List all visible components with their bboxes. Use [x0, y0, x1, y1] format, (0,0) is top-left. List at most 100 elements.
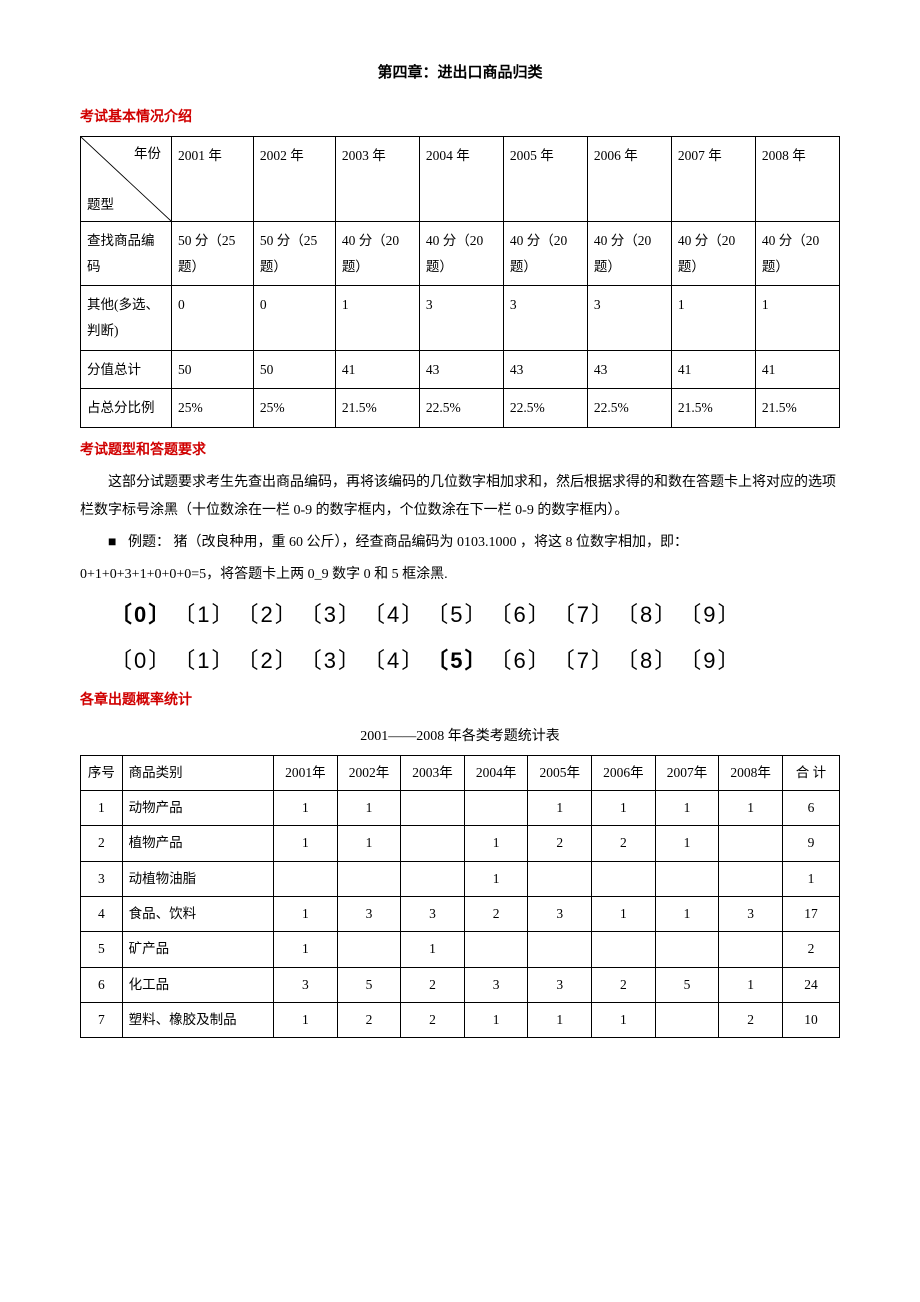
cell: 2 [528, 826, 592, 861]
example-text: 例题： 猪（改良种用，重 60 公斤），经查商品编码为 0103.1000 ，将… [128, 535, 688, 550]
cell: 1 [274, 1002, 338, 1037]
cell: 17 [782, 896, 839, 931]
year-header: 2001 年 [172, 137, 254, 222]
column-header: 2003年 [401, 755, 465, 790]
cell: 0 [172, 286, 254, 350]
cell: 1 [335, 286, 419, 350]
table-row: 2植物产品1112219 [81, 826, 840, 861]
cell: 1 [274, 826, 338, 861]
cell: 2 [782, 932, 839, 967]
cell: 5 [337, 967, 401, 1002]
column-header: 2007年 [655, 755, 719, 790]
cell [464, 791, 528, 826]
column-header: 2002年 [337, 755, 401, 790]
table2-caption: 2001——2008 年各类考题统计表 [80, 724, 840, 749]
cell: 3 [464, 967, 528, 1002]
cell: 40 分（20题） [503, 222, 587, 286]
cell: 1 [337, 791, 401, 826]
cell [719, 826, 783, 861]
cell [592, 861, 656, 896]
table-question-stats: 序号商品类别2001年2002年2003年2004年2005年2006年2007… [80, 755, 840, 1038]
cell [655, 861, 719, 896]
digit-box: 〔3〕 [311, 602, 362, 627]
year-header: 2008 年 [755, 137, 839, 222]
paragraph-example-line2: 0+1+0+3+1+0+0+0=5，将答题卡上两 0_9 数字 0 和 5 框涂… [80, 561, 840, 589]
cell: 1 [655, 826, 719, 861]
cell: 2 [464, 896, 528, 931]
table-row: 5矿产品112 [81, 932, 840, 967]
table-row: 3动植物油脂11 [81, 861, 840, 896]
cell: 43 [503, 350, 587, 389]
digit-box: 〔7〕 [564, 648, 615, 673]
row-label: 查找商品编码 [81, 222, 172, 286]
cell: 动物产品 [122, 791, 273, 826]
cell: 2 [401, 1002, 465, 1037]
diag-bottom-label: 题型 [87, 192, 114, 218]
digit-box: 〔1〕 [184, 602, 235, 627]
cell: 25% [172, 389, 254, 428]
cell [592, 932, 656, 967]
cell: 动植物油脂 [122, 861, 273, 896]
table-row: 分值总计 50 50 41 43 43 43 41 41 [81, 350, 840, 389]
cell: 1 [274, 932, 338, 967]
digit-box: 〔8〕 [627, 602, 678, 627]
cell: 1 [401, 932, 465, 967]
cell: 41 [671, 350, 755, 389]
digit-box: 〔3〕 [311, 648, 362, 673]
cell: 40 分（20题） [755, 222, 839, 286]
cell: 1 [81, 791, 123, 826]
digit-row-1: 〔0〕〔1〕〔2〕〔3〕〔4〕〔5〕〔6〕〔7〕〔8〕〔9〕 [110, 595, 840, 635]
digit-box: 〔8〕 [627, 648, 678, 673]
cell: 3 [587, 286, 671, 350]
cell: 3 [419, 286, 503, 350]
cell: 7 [81, 1002, 123, 1037]
cell: 50 分（25题） [172, 222, 254, 286]
section-heading-3: 各章出题概率统计 [80, 688, 840, 713]
digit-box: 〔1〕 [184, 648, 235, 673]
table-row: 6化工品3523325124 [81, 967, 840, 1002]
digit-box: 〔4〕 [374, 648, 425, 673]
cell: 5 [655, 967, 719, 1002]
cell: 1 [592, 791, 656, 826]
cell: 21.5% [755, 389, 839, 428]
cell: 1 [274, 791, 338, 826]
column-header: 合 计 [782, 755, 839, 790]
row-label: 其他(多选、判断) [81, 286, 172, 350]
cell: 50 分（25题） [253, 222, 335, 286]
column-header: 2001年 [274, 755, 338, 790]
cell: 3 [528, 967, 592, 1002]
cell: 化工品 [122, 967, 273, 1002]
diag-top-label: 年份 [134, 141, 161, 167]
digit-box: 〔9〕 [690, 648, 741, 673]
cell: 2 [719, 1002, 783, 1037]
digit-box: 〔6〕 [501, 648, 552, 673]
cell: 10 [782, 1002, 839, 1037]
cell: 1 [655, 896, 719, 931]
cell: 1 [274, 896, 338, 931]
table-row: 年份 题型 2001 年 2002 年 2003 年 2004 年 2005 年… [81, 137, 840, 222]
digit-box: 〔5〕 [437, 602, 488, 627]
cell: 1 [755, 286, 839, 350]
cell: 22.5% [587, 389, 671, 428]
section-heading-1: 考试基本情况介绍 [80, 105, 840, 130]
cell: 9 [782, 826, 839, 861]
cell: 1 [528, 1002, 592, 1037]
row-label: 分值总计 [81, 350, 172, 389]
digit-box: 〔2〕 [248, 602, 299, 627]
digit-box: 〔7〕 [564, 602, 615, 627]
year-header: 2006 年 [587, 137, 671, 222]
cell: 43 [419, 350, 503, 389]
cell: 1 [464, 861, 528, 896]
digit-box: 〔9〕 [690, 602, 741, 627]
cell: 2 [401, 967, 465, 1002]
cell: 6 [81, 967, 123, 1002]
table-row: 4食品、饮料1332311317 [81, 896, 840, 931]
table-row: 1动物产品1111116 [81, 791, 840, 826]
table-row: 其他(多选、判断) 0 0 1 3 3 3 1 1 [81, 286, 840, 350]
table-row: 占总分比例 25% 25% 21.5% 22.5% 22.5% 22.5% 21… [81, 389, 840, 428]
row-label: 占总分比例 [81, 389, 172, 428]
cell: 塑料、橡胶及制品 [122, 1002, 273, 1037]
cell: 40 分（20题） [587, 222, 671, 286]
year-header: 2003 年 [335, 137, 419, 222]
cell: 50 [253, 350, 335, 389]
